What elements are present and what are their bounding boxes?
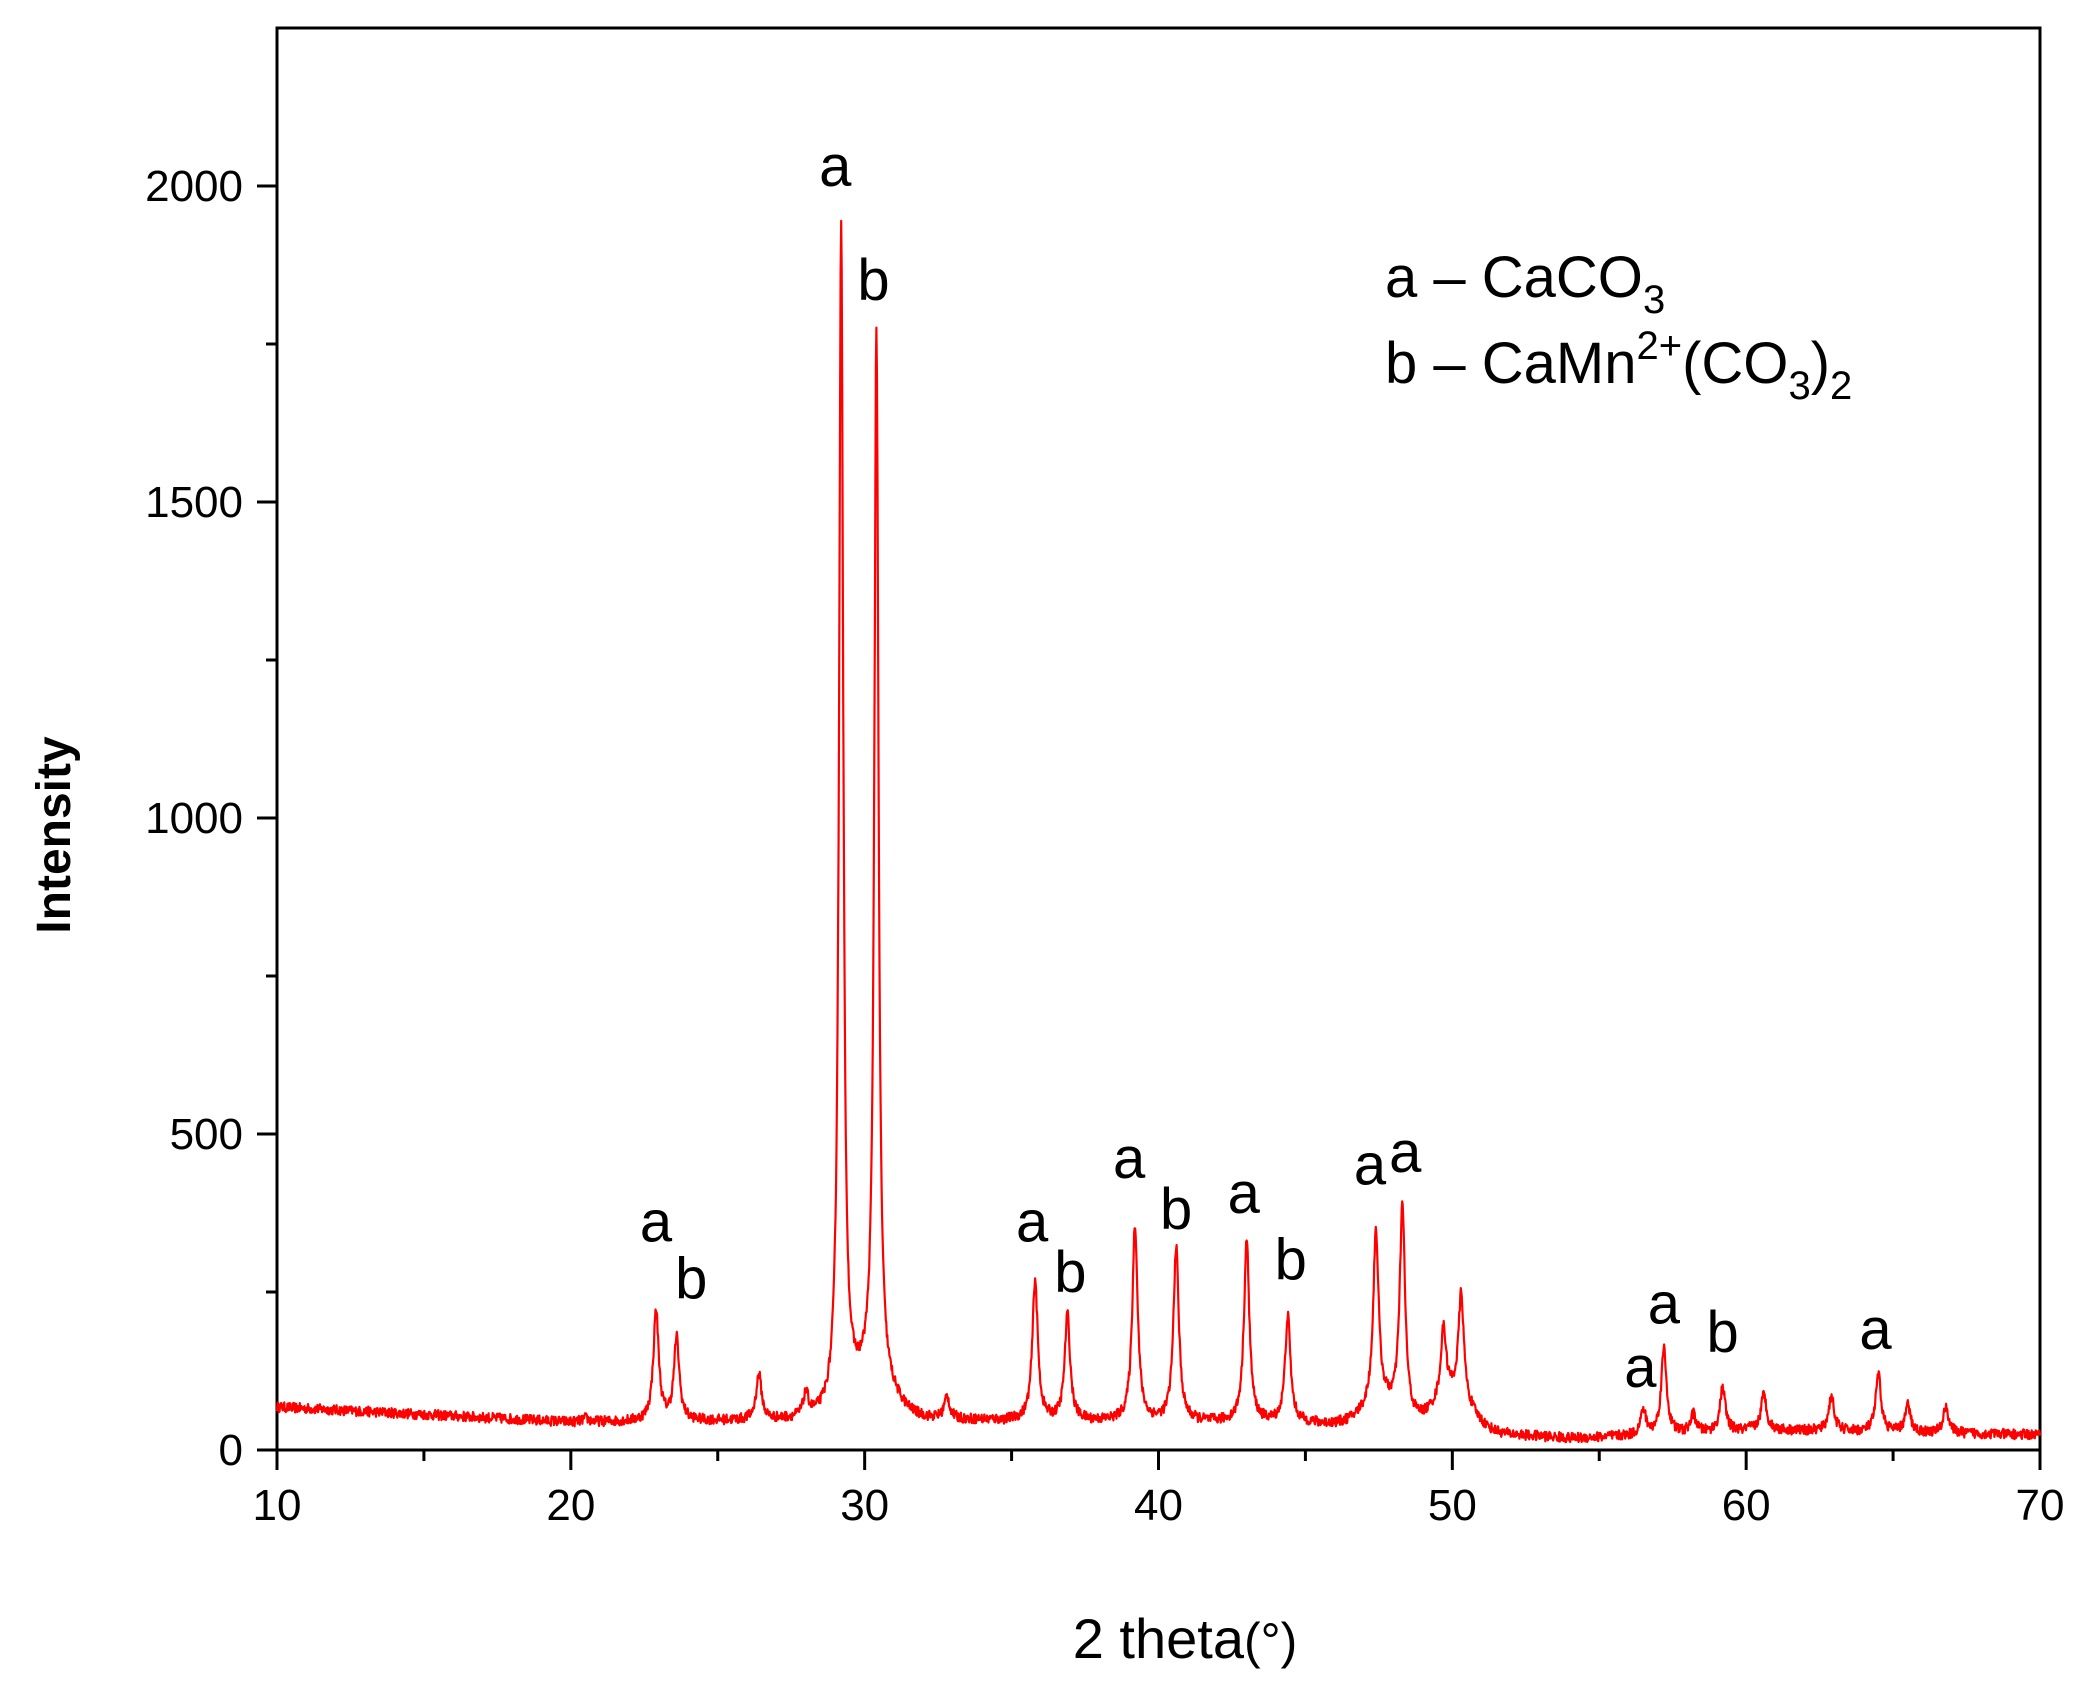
legend-sub-a: 3 xyxy=(1643,278,1665,322)
legend-close-paren-b: ) xyxy=(1811,331,1830,396)
x-tick-label: 70 xyxy=(2016,1481,2065,1530)
legend-dash-a: – xyxy=(1433,245,1466,310)
y-tick-label: 0 xyxy=(219,1426,243,1475)
legend-sub2-b: 2 xyxy=(1830,364,1852,408)
legend-key-b: b xyxy=(1385,331,1417,396)
y-tick-label: 500 xyxy=(170,1110,243,1159)
peak-label-a: a xyxy=(1389,1120,1422,1185)
x-tick-label: 40 xyxy=(1134,1481,1183,1530)
y-axis: 0 500 1000 1500 2000 xyxy=(145,162,277,1475)
peak-label-b: b xyxy=(1707,1300,1739,1365)
plot-frame xyxy=(275,26,2042,1452)
legend: a – CaCO3 b – CaMn2+(CO3)2 xyxy=(1385,245,1852,408)
plot-border xyxy=(275,26,2042,1452)
legend-formula-a: CaCO xyxy=(1482,245,1643,310)
legend-entry-b: b – CaMn2+(CO3)2 xyxy=(1385,324,1852,408)
peak-label-a: a xyxy=(640,1189,673,1254)
peak-label-a: a xyxy=(1228,1161,1261,1226)
y-tick-label: 1000 xyxy=(145,794,243,843)
x-axis-title-unit: (°) xyxy=(1244,1613,1297,1669)
peak-label-b: b xyxy=(1160,1177,1192,1242)
legend-key-a: a xyxy=(1385,245,1418,310)
x-tick-label: 20 xyxy=(546,1481,595,1530)
x-tick-label: 30 xyxy=(840,1481,889,1530)
peak-label-a: a xyxy=(1354,1133,1387,1198)
x-tick-label: 10 xyxy=(253,1481,302,1530)
y-tick-label: 1500 xyxy=(145,478,243,527)
legend-dash-b: – xyxy=(1433,331,1466,396)
legend-formula-b: CaMn xyxy=(1482,331,1637,396)
y-axis-title: Intensity xyxy=(28,736,81,934)
peak-label-a: a xyxy=(1648,1272,1681,1337)
x-tick-label: 60 xyxy=(1722,1481,1771,1530)
legend-sup-b: 2+ xyxy=(1637,324,1683,368)
peak-label-a: a xyxy=(819,134,852,199)
x-axis: 10 20 30 40 50 60 70 xyxy=(253,1450,2065,1530)
x-tick-label: 50 xyxy=(1428,1481,1477,1530)
peak-label-a: a xyxy=(1113,1126,1146,1191)
peak-label-b: b xyxy=(1275,1227,1307,1292)
xrd-pattern-line xyxy=(275,219,2042,1444)
legend-sub1-b: 3 xyxy=(1788,364,1810,408)
x-axis-title-text: 2 theta xyxy=(1073,1607,1245,1670)
peak-label-a: a xyxy=(1859,1297,1892,1362)
peak-label-b: b xyxy=(675,1246,707,1311)
peak-label-b: b xyxy=(857,248,889,313)
legend-entry-a: a – CaCO3 xyxy=(1385,245,1665,322)
legend-paren-b: (CO xyxy=(1682,331,1788,396)
peak-label-b: b xyxy=(1054,1240,1086,1305)
y-tick-label: 2000 xyxy=(145,162,243,211)
x-axis-title: 2 theta(°) xyxy=(1073,1607,1298,1670)
peak-label-a: a xyxy=(1624,1335,1657,1400)
peak-label-a: a xyxy=(1016,1189,1049,1254)
